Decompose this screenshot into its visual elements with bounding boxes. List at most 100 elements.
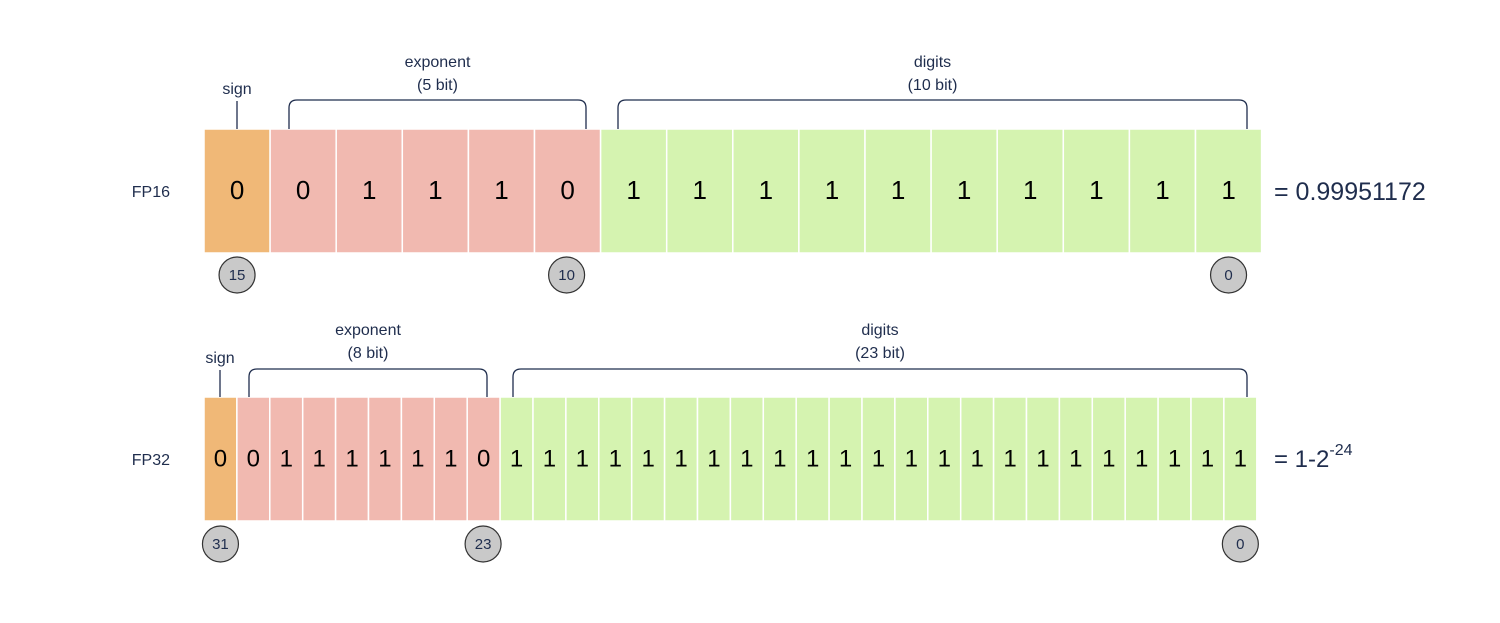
bit-value: 1 — [411, 445, 424, 472]
digit-bit-cell: 1 — [861, 396, 896, 522]
digit-bit-cell: 1 — [499, 396, 534, 522]
bit-value: 1 — [345, 445, 358, 472]
digit-bit-cell: 1 — [894, 396, 929, 522]
fp32-format: FP32 0 0 1 1 1 1 1 1 0 1 1 1 1 1 1 1 1 1 1 1 1 1 1 1 1 1 1 1 1 1 1 1sign… — [132, 322, 1353, 563]
bit-value: 1 — [1135, 445, 1148, 472]
bit-cell-background — [798, 128, 866, 254]
digit-bit-cell: 1 — [864, 128, 932, 254]
bit-cell-background — [236, 396, 271, 522]
digit-bit-cell: 1 — [665, 128, 734, 254]
digit-bit-cell: 1 — [1223, 396, 1258, 522]
bit-value: 1 — [957, 175, 971, 205]
bit-index-circle — [1209, 256, 1248, 294]
bit-value: 1 — [510, 445, 523, 472]
bit-index-marker: 23 — [464, 525, 502, 563]
bit-value: 1 — [740, 445, 753, 472]
sign-bit-cell: 0 — [203, 396, 238, 522]
bit-value: 1 — [938, 445, 951, 472]
exponent-bit-cell: 0 — [533, 128, 602, 254]
bit-value: 1 — [970, 445, 983, 472]
digits-size-label: (23 bit) — [855, 345, 905, 362]
digit-bit-cell: 1 — [663, 396, 699, 522]
bit-value: 1 — [905, 445, 918, 472]
bit-value: 1 — [674, 445, 687, 472]
bit-value: 1 — [1155, 175, 1169, 205]
digit-bit-cell: 1 — [1157, 396, 1192, 522]
decimal-value-main: = 1-2 — [1274, 446, 1329, 473]
bit-cell-background — [533, 128, 602, 254]
digit-bit-cell: 1 — [996, 128, 1065, 254]
bit-index-marker: 15 — [218, 256, 256, 294]
bit-index-label: 10 — [558, 267, 575, 284]
bit-value: 1 — [872, 445, 885, 472]
exponent-size-label: (5 bit) — [417, 77, 458, 94]
exponent-bit-cell: 1 — [367, 396, 403, 522]
bit-value: 0 — [296, 175, 310, 205]
exponent-bit-cell: 1 — [433, 396, 468, 522]
digit-bit-cell: 1 — [927, 396, 962, 522]
digit-bit-cell: 1 — [565, 396, 600, 522]
bit-cell-background — [532, 396, 567, 522]
bit-index-marker: 0 — [1209, 256, 1248, 294]
digit-bit-cell: 1 — [828, 396, 863, 522]
digit-bit-cell: 1 — [732, 128, 800, 254]
digit-bit-cell: 1 — [1194, 128, 1263, 254]
exponent-bit-cell: 0 — [269, 128, 337, 254]
bit-cell-background — [894, 396, 929, 522]
digit-bit-cell: 1 — [1025, 396, 1061, 522]
bit-cell-background — [1190, 396, 1225, 522]
bit-cell-background — [1062, 128, 1131, 254]
digit-bit-cell: 1 — [930, 128, 998, 254]
bit-value: 1 — [759, 175, 773, 205]
exponent-bit-cell: 0 — [466, 396, 501, 522]
bit-index-circle — [547, 256, 586, 294]
bit-cell-background — [203, 396, 238, 522]
bit-value: 0 — [214, 445, 227, 472]
bit-cell-background — [930, 128, 998, 254]
bit-value: 1 — [494, 175, 508, 205]
bit-cell-background — [959, 396, 995, 522]
bit-cell-background — [630, 396, 666, 522]
digit-bit-cell: 1 — [729, 396, 765, 522]
bit-cell-background — [467, 128, 536, 254]
exponent-bit-cell: 1 — [401, 128, 470, 254]
bit-value: 1 — [444, 445, 457, 472]
bit-value: 1 — [773, 445, 786, 472]
bit-value: 1 — [707, 445, 720, 472]
bit-value: 1 — [806, 445, 819, 472]
bit-index-marker: 31 — [201, 525, 240, 563]
digit-bit-cell: 1 — [1190, 396, 1225, 522]
bit-value: 1 — [362, 175, 376, 205]
bit-index-circle — [1221, 525, 1259, 563]
exponent-label: exponent — [335, 322, 401, 339]
exponent-bit-cell: 1 — [301, 396, 337, 522]
digit-bit-cell: 1 — [762, 396, 797, 522]
bit-cell-background — [996, 128, 1065, 254]
bit-index-marker: 0 — [1221, 525, 1259, 563]
bit-cell-background — [334, 396, 370, 522]
bit-cell-background — [927, 396, 962, 522]
bit-value: 1 — [1023, 175, 1037, 205]
bit-value: 1 — [609, 445, 622, 472]
digit-bit-cell: 1 — [1128, 128, 1197, 254]
exponent-bit-cell: 1 — [269, 396, 304, 522]
bit-index-label: 0 — [1224, 267, 1232, 284]
bit-index-circle — [201, 525, 240, 563]
bit-value: 1 — [280, 445, 293, 472]
exponent-brace — [288, 99, 587, 129]
digit-bit-cell: 1 — [599, 128, 668, 254]
bit-cell-background — [992, 396, 1028, 522]
bit-cell-background — [203, 128, 271, 254]
bit-cell-background — [1025, 396, 1061, 522]
decimal-value-exponent: -24 — [1329, 442, 1352, 459]
bit-value: 0 — [477, 445, 490, 472]
digits-label: digits — [861, 322, 898, 339]
digit-bit-cell: 1 — [630, 396, 666, 522]
digits-label: digits — [914, 54, 951, 71]
digit-bit-cell: 1 — [598, 396, 633, 522]
sign-bit-cell: 0 — [203, 128, 271, 254]
bit-cell-background — [598, 396, 633, 522]
exponent-bit-cell: 1 — [335, 128, 404, 254]
bit-cell-background — [1223, 396, 1258, 522]
